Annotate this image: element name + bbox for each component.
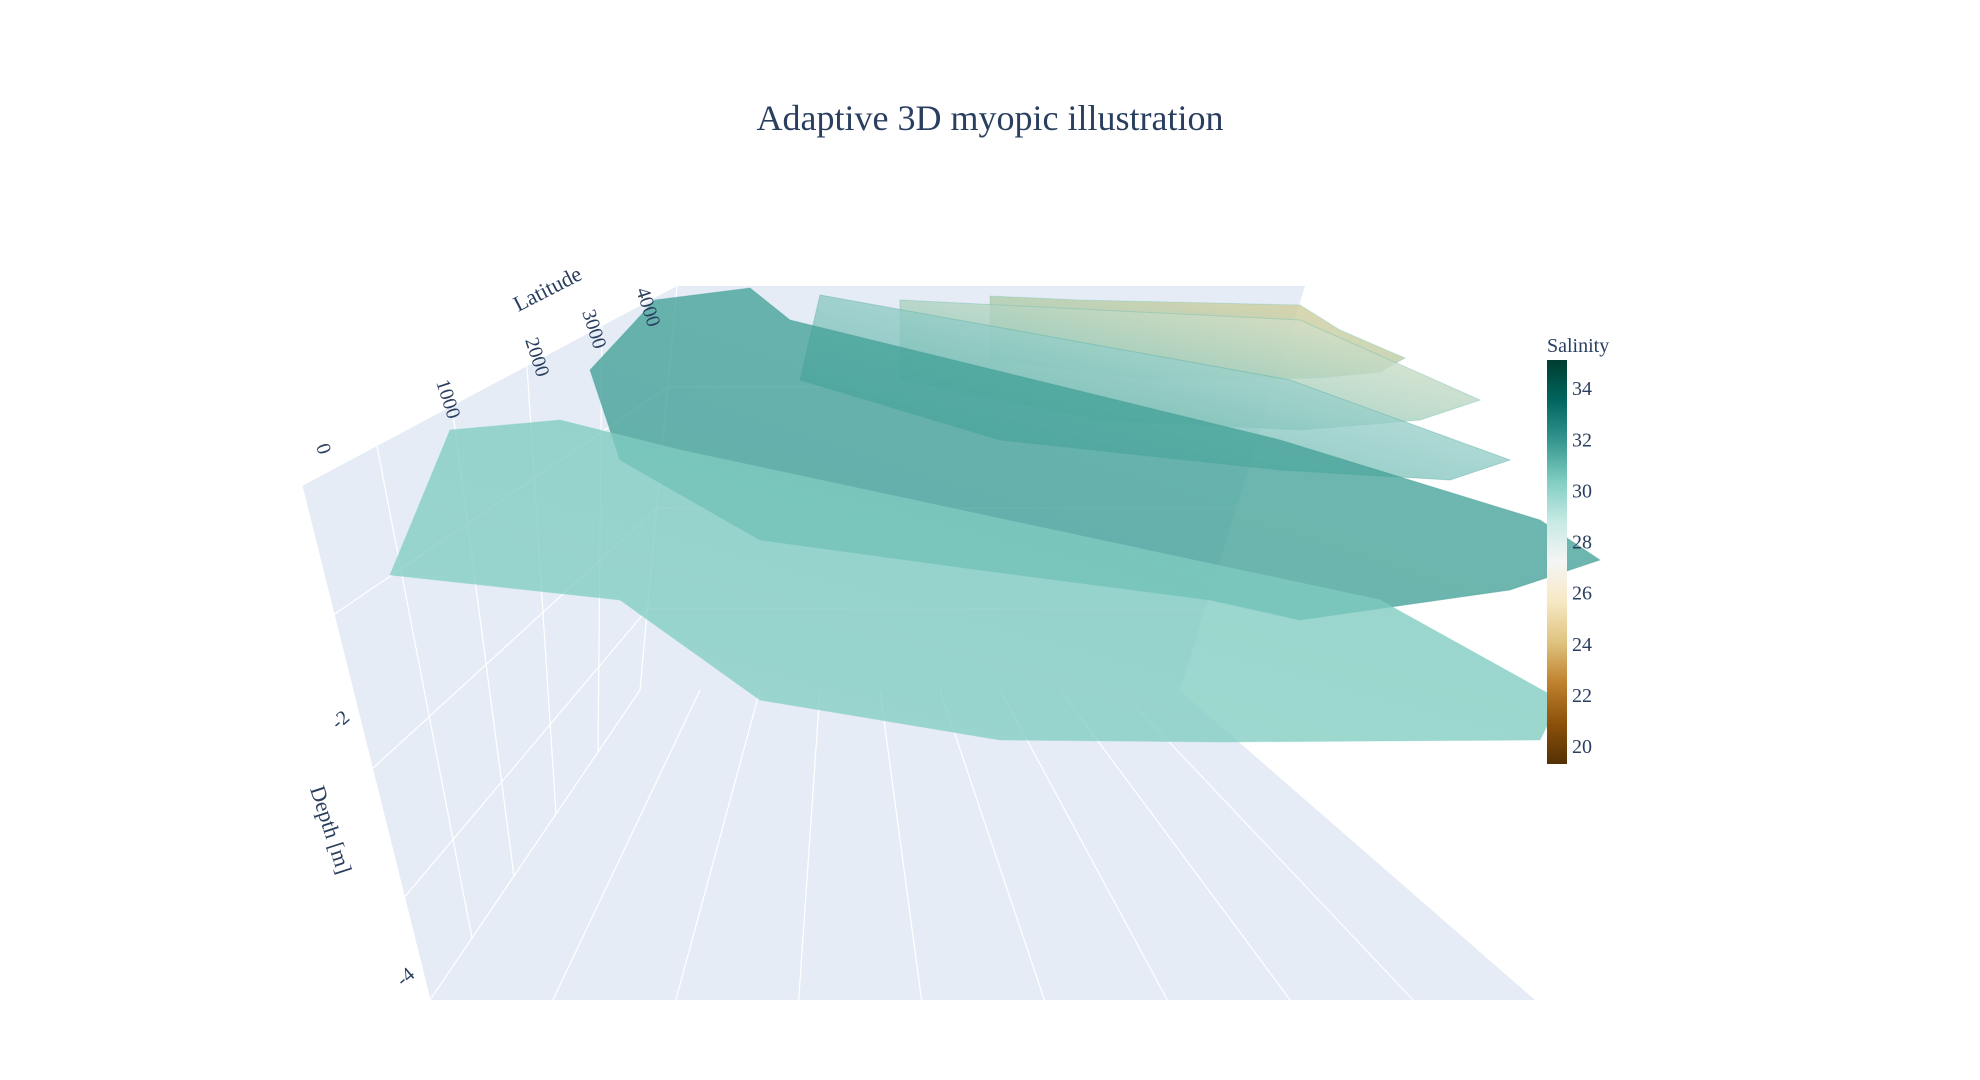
colorbar-tick-label: 34 xyxy=(1572,378,1592,400)
surface-layer-5[interactable] xyxy=(389,419,1561,743)
chart-title: Adaptive 3D myopic illustration xyxy=(757,98,1224,138)
floor-wall xyxy=(430,690,1536,1000)
floor-gridline xyxy=(1119,689,1414,1001)
colorbar-tick-label: 20 xyxy=(1572,736,1592,758)
floor-gridline xyxy=(675,689,761,1001)
colorbar-tick-label: 26 xyxy=(1572,583,1592,605)
latitude-tick-label: 0 xyxy=(311,441,335,457)
floor-gridline xyxy=(999,689,1168,1001)
depth-tick-label: -2 xyxy=(327,706,354,734)
colorbar-ticks: 20 22 24 26 28 30 32 34 xyxy=(1572,378,1592,758)
floor-gridline xyxy=(1059,689,1291,1001)
depth-tick-label: -4 xyxy=(392,963,419,991)
latitude-axis-title: Latitude xyxy=(509,261,586,317)
colorbar: Salinity 20 22 24 26 28 30 32 34 xyxy=(1547,335,1609,764)
latitude-gridline xyxy=(301,485,431,1001)
colorbar-title: Salinity xyxy=(1547,335,1609,357)
colorbar-tick-label: 22 xyxy=(1572,685,1592,707)
floor-gridline xyxy=(552,689,701,1001)
floor-gridline xyxy=(429,689,641,1001)
colorbar-tick-label: 24 xyxy=(1572,634,1592,656)
colorbar-tick-label: 30 xyxy=(1572,480,1592,502)
colorbar-tick-label: 28 xyxy=(1572,532,1592,554)
depth-axis-title: Depth [m] xyxy=(305,783,357,877)
colorbar-gradient xyxy=(1547,360,1567,764)
depth-gridline xyxy=(403,608,648,898)
floor-gridline xyxy=(798,689,821,1001)
latitude-gridline xyxy=(376,445,473,939)
colorbar-tick-label: 32 xyxy=(1572,429,1592,451)
floor-gridline xyxy=(939,689,1046,1001)
floor-gridline xyxy=(879,689,923,1001)
surface-layers[interactable] xyxy=(389,287,1602,743)
